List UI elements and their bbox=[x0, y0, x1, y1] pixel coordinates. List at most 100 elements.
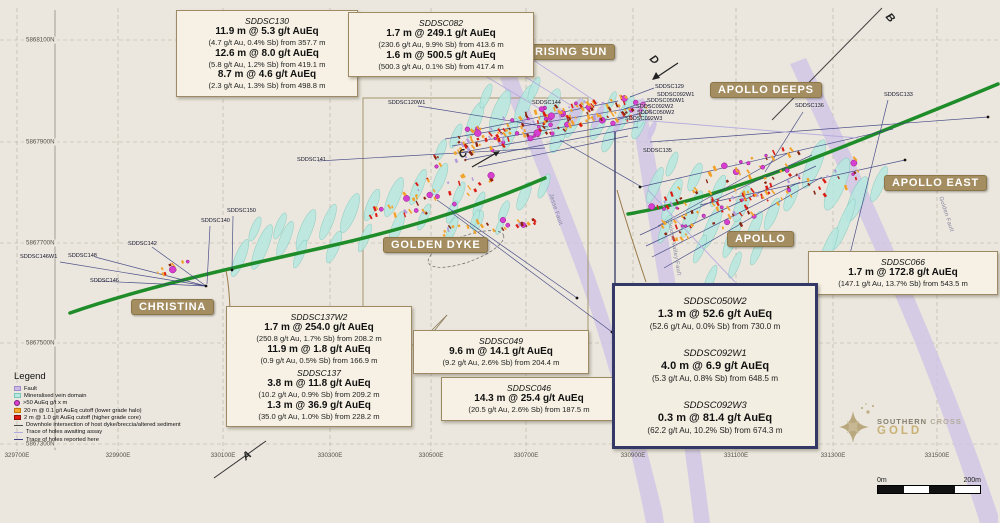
result-group: SDDSC049 9.6 m @ 14.1 g/t AuEq (9.2 g/t Au… bbox=[420, 336, 582, 368]
legend-title: Legend bbox=[14, 371, 46, 382]
interval-detail: (147.1 g/t Au, 13.7% Sb) from 543.5 m bbox=[838, 279, 968, 288]
company-logo-text: SOUTHERN CROSS GOLD bbox=[877, 417, 962, 437]
northing-label: 5867300N bbox=[24, 440, 57, 448]
drillhole-label: SDDSC135 bbox=[643, 148, 672, 154]
easting-label: 329900E bbox=[105, 452, 131, 459]
easting-label: 331100E bbox=[723, 452, 749, 459]
legend-item: Trace of holes reported here bbox=[14, 436, 181, 443]
legend-item-label: 20 m @ 0.1 g/t AuEq cutoff (lower grade … bbox=[24, 407, 142, 414]
northing-label: 5867700N bbox=[24, 239, 57, 247]
legend: Legend Fault Mineralised vein domain >50 A… bbox=[14, 371, 181, 443]
result-group: SDDSC066 1.7 m @ 172.8 g/t AuEq (147.1 g/t… bbox=[815, 257, 991, 289]
legend-item: Trace of holes awaiting assay bbox=[14, 429, 181, 436]
legend-swatch-line-dark bbox=[14, 424, 23, 426]
interval-headline: 0.3 m @ 81.4 g/t AuEq bbox=[657, 412, 773, 424]
interval-headline: 1.3 m @ 36.9 g/t AuEq bbox=[267, 399, 371, 411]
area-label-apollo-deeps: APOLLO DEEPS bbox=[710, 82, 822, 98]
easting-label: 330100E bbox=[210, 452, 236, 459]
scale-bar-labels: 0m 200m bbox=[877, 477, 981, 484]
interval-detail: (5.3 g/t Au, 0.8% Sb) from 648.5 m bbox=[651, 374, 779, 383]
easting-label: 331500E bbox=[924, 452, 950, 459]
annotation-box-sddsc046: SDDSC046 14.3 m @ 25.4 g/t AuEq (20.5 g/t … bbox=[441, 377, 617, 421]
result-group: SDDSC130 11.9 m @ 5.3 g/t AuEq (4.7 g/t Au… bbox=[183, 16, 351, 91]
interval-detail: (62.2 g/t Au, 10.2% Sb) from 674.3 m bbox=[647, 426, 783, 435]
drillhole-label: SDDSC133 bbox=[884, 92, 913, 98]
southern-cross-star-icon bbox=[839, 403, 875, 443]
annotation-box-sddsc066: SDDSC066 1.7 m @ 172.8 g/t AuEq (147.1 g/t… bbox=[808, 251, 998, 295]
scale-bar-segments bbox=[877, 485, 981, 494]
legend-item: Mineralised vein domain bbox=[14, 392, 181, 399]
legend-item-label: 2 m @ 1.0 g/t AuEq cutoff (higher grade … bbox=[24, 414, 141, 421]
interval-detail: (4.7 g/t Au, 0.4% Sb) from 357.7 m bbox=[208, 38, 326, 47]
drillhole-label: SDDSC141 bbox=[297, 157, 326, 163]
legend-item: >50 AuEq g/t x m bbox=[14, 400, 181, 407]
interval-headline: 11.9 m @ 1.8 g/t AuEq bbox=[267, 343, 371, 355]
interval-headline: 1.6 m @ 500.5 g/t AuEq bbox=[386, 49, 496, 61]
company-logo: SOUTHERN CROSS GOLD bbox=[831, 403, 962, 451]
area-label-rising-sun: RISING SUN bbox=[527, 44, 616, 60]
drillhole-label: SDDSC050W2 bbox=[637, 110, 675, 116]
legend-swatch-vein bbox=[14, 393, 21, 399]
legend-item: 2 m @ 1.0 g/t AuEq cutoff (higher grade … bbox=[14, 414, 181, 421]
drillhole-label: SDDSC136 bbox=[795, 103, 824, 109]
area-label-golden-dyke: GOLDEN DYKE bbox=[383, 237, 489, 253]
dyke-trace-green bbox=[68, 82, 1000, 315]
legend-item-label: Trace of holes awaiting assay bbox=[26, 429, 103, 436]
logo-word-gold: GOLD bbox=[877, 425, 923, 437]
legend-swatch-aueq bbox=[14, 400, 20, 407]
drill-intersection-markers bbox=[156, 94, 860, 277]
legend-item-label: Fault bbox=[24, 385, 37, 392]
hole-id-label: SDDSC130 bbox=[245, 16, 289, 26]
hole-id-label: SDDSC082 bbox=[419, 18, 463, 28]
legend-swatch-line-purple bbox=[14, 431, 23, 433]
hole-id-label: SDDSC049 bbox=[479, 336, 523, 346]
legend-item-label: Mineralised vein domain bbox=[24, 392, 87, 399]
interval-headline: 1.3 m @ 52.6 g/t AuEq bbox=[657, 308, 773, 320]
hole-id-label: SDDSC046 bbox=[507, 383, 551, 393]
interval-headline: 1.7 m @ 172.8 g/t AuEq bbox=[848, 267, 958, 278]
northing-label: 5867900N bbox=[24, 138, 57, 146]
interval-headline: 3.8 m @ 11.8 g/t AuEq bbox=[267, 378, 371, 389]
hole-id-label: SDDSC092W1 bbox=[683, 348, 747, 359]
drillhole-label: SDDSC050W1 bbox=[647, 98, 685, 104]
scale-segment bbox=[929, 486, 955, 493]
interval-detail: (0.9 g/t Au, 0.5% Sb) from 166.9 m bbox=[260, 355, 378, 365]
result-group: SDDSC137W2 1.7 m @ 254.0 g/t AuEq (250.8 g… bbox=[233, 312, 405, 365]
hole-id-label: SDDSC092W3 bbox=[683, 400, 747, 411]
hole-id-label: SDDSC066 bbox=[881, 257, 925, 267]
easting-label: 329700E bbox=[4, 452, 30, 459]
legend-item-label: Downhole intersection of host dyke/brecc… bbox=[26, 422, 181, 429]
interval-headline: 1.7 m @ 254.0 g/t AuEq bbox=[264, 322, 374, 333]
drillhole-label: SDDSC150 bbox=[227, 208, 256, 214]
interval-headline: 8.7 m @ 4.6 g/t AuEq bbox=[217, 69, 317, 80]
legend-item-label: Trace of holes reported here bbox=[26, 436, 99, 443]
drillhole-label: SDDSC120W1 bbox=[388, 100, 426, 106]
drillhole-label: SDDSC142 bbox=[128, 241, 157, 247]
legend-swatch-halo bbox=[14, 408, 21, 414]
legend-swatch-fault bbox=[14, 386, 21, 392]
annotation-box-sddsc049: SDDSC049 9.6 m @ 14.1 g/t AuEq (9.2 g/t Au… bbox=[413, 330, 589, 374]
northing-label: 5867500N bbox=[24, 339, 57, 347]
drillhole-label: SDDSC092W3 bbox=[625, 116, 663, 122]
legend-items: Fault Mineralised vein domain >50 AuEq g/t… bbox=[14, 385, 181, 443]
result-group: SDDSC137 3.8 m @ 11.8 g/t AuEq (10.2 g/t A… bbox=[233, 368, 405, 421]
area-label-apollo-east: APOLLO EAST bbox=[884, 175, 988, 191]
drillhole-label: SDDSC140 bbox=[201, 218, 230, 224]
logo-name: SOUTHERN CROSS bbox=[877, 417, 962, 426]
section-lines bbox=[213, 7, 883, 479]
interval-headline: 14.3 m @ 25.4 g/t AuEq bbox=[474, 393, 584, 404]
interval-detail: (20.5 g/t Au, 2.6% Sb) from 187.5 m bbox=[468, 405, 590, 414]
interval-headline: 11.9 m @ 5.3 g/t AuEq bbox=[215, 26, 319, 37]
interval-detail: (5.8 g/t Au, 1.2% Sb) from 419.1 m bbox=[208, 59, 326, 69]
interval-detail: (10.2 g/t Au, 0.9% Sb) from 209.2 m bbox=[258, 390, 380, 399]
interval-headline: 1.7 m @ 249.1 g/t AuEq bbox=[386, 28, 496, 39]
interval-detail: (35.0 g/t Au, 1.0% Sb) from 228.2 m bbox=[258, 411, 380, 421]
drillhole-label: SDDSC129 bbox=[655, 84, 684, 90]
annotation-box-sddsc130: SDDSC130 11.9 m @ 5.3 g/t AuEq (4.7 g/t Au… bbox=[176, 10, 358, 97]
area-label-christina: CHRISTINA bbox=[131, 299, 215, 315]
drillhole-label: SDDSC092W1 bbox=[657, 92, 695, 98]
scale-segment bbox=[878, 486, 904, 493]
interval-headline: 4.0 m @ 6.9 g/t AuEq bbox=[660, 360, 770, 372]
drillhole-label: SDDSC146W1 bbox=[20, 254, 58, 260]
